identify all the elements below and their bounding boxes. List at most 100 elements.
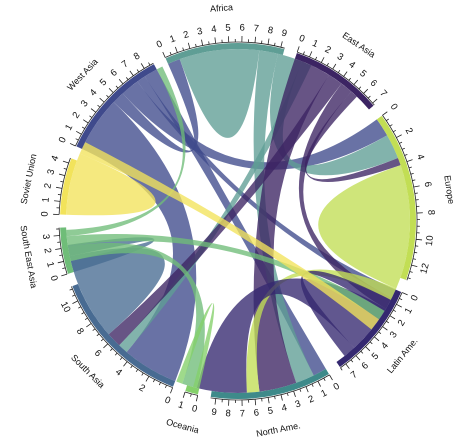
tick-south-asia-3: [135, 369, 139, 373]
tick-east-asia-1: [309, 51, 313, 58]
tick-label-east-asia-6: 6: [368, 78, 379, 90]
tick-label-north-ame-7: 7: [240, 408, 246, 419]
tick-south-asia-5: [114, 352, 118, 356]
tick-south-asia-4: [123, 361, 128, 367]
tick-label-south-asia-2: 2: [137, 382, 147, 394]
tick-north-ame-4-5: [274, 396, 276, 400]
axis-arc-south-asia: [71, 286, 173, 389]
chord-east-asia-to-north-ame: [253, 58, 329, 392]
tick-soviet-union-2: [56, 186, 63, 189]
chord-west-asia-to-south-asia: [81, 102, 197, 382]
tick-label-west-asia-6: 6: [108, 67, 119, 79]
tick-label-latin-ame-6: 6: [360, 360, 371, 372]
tick-east-asia-5-5: [358, 86, 362, 90]
chords-layer: [66, 49, 410, 393]
tick-label-europe-0: 0: [388, 102, 400, 113]
axis-arc-latin-ame: [340, 292, 403, 369]
tick-west-asia-5-5: [115, 85, 119, 89]
tick-label-south-asia-6: 6: [92, 348, 104, 359]
tick-label-europe-8: 8: [425, 210, 436, 216]
tick-latin-ame-4-5: [369, 341, 373, 345]
axis-arc-east-asia: [297, 51, 375, 106]
tick-label-north-ame-4: 4: [280, 402, 288, 414]
tick-south-asia-6-5: [100, 338, 104, 342]
chord-oceania-to-north-ame: [176, 302, 215, 389]
segment-europe: [376, 115, 416, 280]
tick-label-latin-ame-7: 7: [349, 369, 360, 381]
tick-europe-0: [382, 111, 388, 116]
tick-label-north-ame-2: 2: [307, 393, 316, 405]
tick-europe-5-5: [412, 179, 416, 181]
region-label-north-ame: North Ame.: [255, 420, 301, 438]
tick-label-soviet-union-2: 2: [42, 182, 54, 189]
tick-europe-12: [411, 264, 418, 268]
tick-south-east-asia-0: [61, 273, 68, 277]
tick-south-asia-0: [170, 387, 173, 394]
tick-south-asia-2-5: [141, 372, 144, 376]
tick-south-east-asia-1-5: [59, 254, 63, 256]
region-label-europe: Europe: [442, 175, 456, 205]
tick-label-west-asia-5: 5: [98, 77, 109, 89]
tick-south-asia-8: [86, 323, 92, 328]
tick-west-asia-4-5: [106, 94, 109, 98]
tick-label-north-ame-0: 0: [332, 381, 342, 393]
tick-south-asia-0-5: [164, 384, 167, 389]
tick-latin-ame-4: [374, 336, 380, 342]
tick-label-soviet-union-1: 1: [40, 197, 52, 203]
segment-oceania: [185, 385, 200, 395]
tick-africa-8: [267, 38, 270, 45]
tick-latin-ame-7: [345, 363, 350, 369]
tick-north-ame-2-5: [299, 388, 302, 392]
tick-africa-0-5: [169, 51, 172, 56]
tick-latin-ame-3-5: [378, 331, 382, 334]
tick-label-latin-ame-0: 0: [409, 293, 421, 302]
tick-label-soviet-union-4: 4: [49, 154, 61, 163]
tick-label-africa-4: 4: [211, 24, 218, 36]
tick-europe-2-5: [399, 141, 403, 144]
tick-west-asia-3-5: [97, 104, 101, 108]
tick-north-ame-1-5: [311, 383, 314, 387]
tick-soviet-union-4: [62, 160, 69, 164]
axis-arc-europe: [382, 115, 418, 281]
tick-europe-10: [416, 238, 423, 241]
tick-label-latin-ame-2: 2: [396, 318, 408, 328]
tick-europe-3: [401, 147, 405, 150]
chord-africa-to-africa: [179, 49, 260, 138]
tick-south-asia-5-5: [110, 348, 113, 351]
tick-africa-1-5: [182, 47, 184, 51]
tick-south-asia-7-5: [92, 328, 96, 331]
tick-europe-1: [389, 124, 393, 127]
tick-west-asia-6: [118, 78, 124, 85]
tick-label-africa-2: 2: [182, 29, 190, 41]
tick-label-south-east-asia-0: 0: [48, 274, 60, 282]
tick-africa-3: [201, 39, 204, 46]
tick-label-south-east-asia-1: 1: [44, 261, 56, 269]
tick-label-africa-0: 0: [155, 39, 164, 51]
tick-south-asia-6: [103, 343, 109, 349]
chord-soviet-union-to-europe: [79, 142, 380, 330]
tick-east-asia-2: [320, 57, 325, 63]
chord-latin-ame-to-north-ame: [196, 278, 386, 393]
tick-label-south-east-asia-3: 3: [40, 234, 51, 240]
tick-south-asia-11: [69, 288, 73, 291]
tick-south-asia-9-5: [78, 306, 82, 309]
region-label-oceania: Oceania: [165, 417, 200, 435]
tick-europe-0-5: [386, 118, 389, 121]
tick-label-africa-3: 3: [196, 26, 203, 38]
tick-label-europe-2: 2: [403, 126, 415, 136]
tick-south-asia-2: [145, 376, 150, 382]
tick-north-ame-2: [305, 386, 309, 393]
tick-europe-11-5: [412, 258, 416, 260]
region-label-africa: Africa: [210, 2, 234, 14]
tick-soviet-union-1: [54, 200, 61, 202]
tick-west-asia-7-5: [136, 69, 140, 73]
chord-west-asia-to-africa: [113, 59, 199, 153]
tick-soviet-union-3: [58, 173, 65, 176]
tick-south-asia-1-5: [152, 379, 156, 383]
tick-north-ame-6: [254, 399, 257, 406]
tick-east-asia-1-5: [315, 56, 318, 60]
tick-label-north-ame-1: 1: [319, 388, 329, 400]
tick-label-africa-6: 6: [239, 23, 245, 34]
tick-label-oceania-0: 0: [191, 403, 199, 415]
tick-west-asia-1: [75, 130, 82, 135]
